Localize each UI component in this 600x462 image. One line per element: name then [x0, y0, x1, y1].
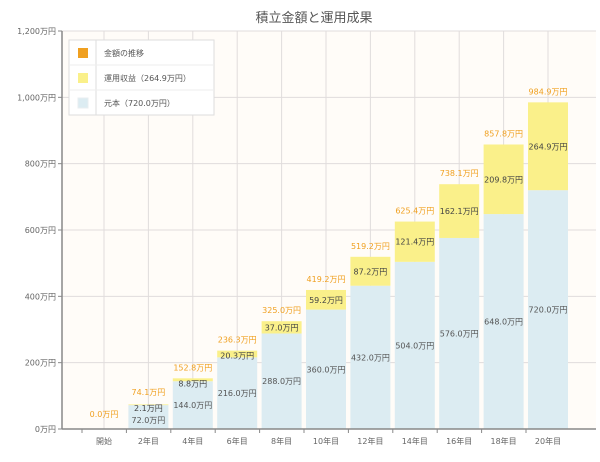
principal-label: 216.0万円: [218, 389, 257, 398]
principal-label: 144.0万円: [173, 401, 212, 410]
x-tick-label: 8年目: [271, 436, 292, 446]
total-label: 625.4万円: [395, 207, 434, 216]
legend-swatch: [78, 73, 88, 83]
x-tick-label: 10年目: [313, 436, 339, 446]
principal-label: 504.0万円: [395, 341, 434, 350]
principal-label: 720.0万円: [529, 306, 568, 315]
principal-label: 648.0万円: [484, 318, 523, 327]
x-tick-label: 16年目: [446, 436, 472, 446]
total-label: 325.0万円: [262, 306, 301, 315]
total-label: 236.3万円: [218, 336, 257, 345]
x-tick-label: 4年目: [182, 436, 203, 446]
total-label: 152.8万円: [173, 363, 212, 372]
gain-label: 121.4万円: [395, 238, 434, 247]
legend-label: 金額の推移: [104, 48, 144, 58]
principal-bar: [483, 214, 524, 429]
y-tick-label: 600万円: [25, 226, 56, 235]
gain-bar: [306, 289, 346, 310]
gain-bar: [128, 404, 169, 406]
gain-label: 209.8万円: [484, 175, 523, 184]
gain-label: 264.9万円: [529, 142, 568, 151]
principal-label: 360.0万円: [307, 365, 346, 374]
gain-label: 2.1万円: [134, 404, 163, 413]
principal-bar: [306, 309, 346, 429]
gain-label: 59.2万円: [309, 296, 343, 305]
gain-bar: [528, 102, 568, 191]
gain-label: 20.3万円: [220, 352, 254, 361]
gain-bar: [261, 321, 302, 334]
principal-label: 576.0万円: [440, 329, 479, 338]
gain-label: 37.0万円: [265, 323, 299, 332]
y-tick-label: 1,200万円: [17, 27, 56, 36]
legend-label: 運用収益（264.9万円）: [104, 73, 191, 83]
total-label: 419.2万円: [307, 275, 346, 284]
principal-bar: [350, 285, 391, 429]
principal-bar: [172, 381, 213, 429]
x-tick-label: 開始: [96, 436, 112, 446]
gain-bar: [172, 378, 213, 382]
legend-swatch: [77, 97, 89, 109]
gain-bar: [483, 144, 524, 215]
principal-label: 432.0万円: [351, 353, 390, 362]
total-label: 519.2万円: [351, 242, 390, 251]
principal-bar: [217, 357, 258, 429]
principal-label: 288.0万円: [262, 377, 301, 386]
gain-bar: [217, 350, 258, 358]
principal-bar: [128, 405, 169, 429]
gain-label: 162.1万円: [440, 207, 479, 216]
chart-title: 積立金額と運用成果: [255, 10, 372, 26]
y-tick-label: 0万円: [35, 425, 56, 434]
total-label: 738.1万円: [440, 169, 479, 178]
legend-swatch: [78, 48, 88, 58]
x-tick-label: 2年目: [138, 436, 159, 446]
y-tick-label: 200万円: [25, 359, 56, 368]
gain-label: 8.8万円: [178, 379, 207, 388]
gain-label: 87.2万円: [353, 267, 387, 276]
y-tick-label: 800万円: [25, 160, 56, 169]
legend-label: 元本（720.0万円）: [104, 98, 175, 108]
x-tick-label: 6年目: [227, 436, 248, 446]
total-label: 0.0万円: [90, 410, 119, 419]
y-tick-label: 1,000万円: [17, 93, 56, 102]
x-tick-label: 12年目: [357, 436, 383, 446]
total-label: 74.1万円: [131, 388, 165, 397]
x-tick-label: 20年目: [535, 436, 561, 446]
y-tick-label: 400万円: [25, 292, 56, 301]
principal-bar: [439, 237, 480, 429]
total-label: 857.8万円: [484, 129, 523, 138]
gain-bar: [394, 221, 435, 262]
principal-bar: [261, 333, 302, 429]
gain-bar: [439, 184, 480, 238]
principal-label: 72.0万円: [131, 416, 165, 425]
legend-box: [68, 39, 215, 116]
x-tick-label: 14年目: [402, 436, 428, 446]
total-label: 984.9万円: [529, 87, 568, 96]
x-tick-label: 18年目: [491, 436, 517, 446]
principal-bar: [528, 190, 568, 429]
gain-bar: [350, 256, 391, 286]
principal-bar: [394, 261, 435, 429]
